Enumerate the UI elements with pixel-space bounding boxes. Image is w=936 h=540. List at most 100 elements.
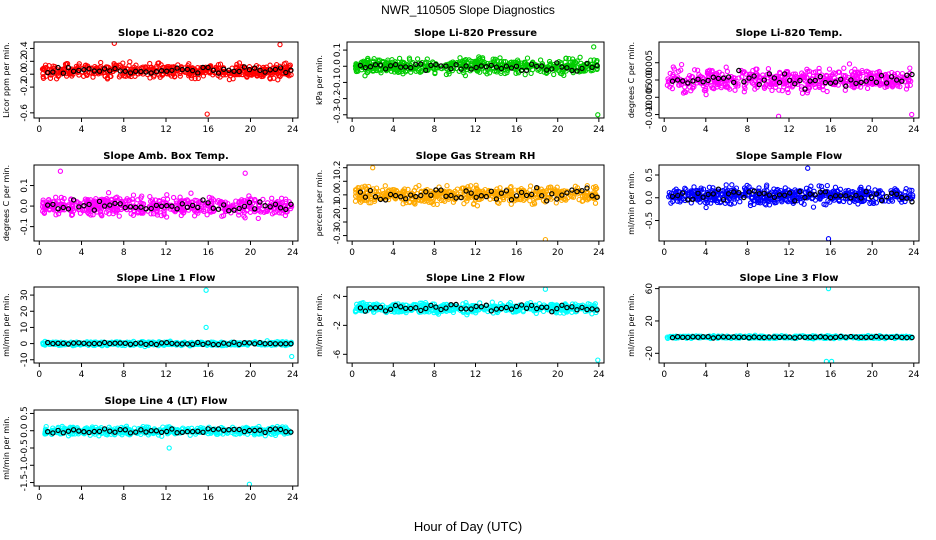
data-point [849, 83, 855, 90]
data-point [428, 307, 435, 313]
data-point [548, 184, 554, 190]
panel-title: Slope Line 2 Flow [426, 273, 525, 284]
mean-point [549, 66, 555, 72]
mean-point [143, 69, 149, 75]
mean-point [725, 74, 732, 80]
mean-point [127, 204, 134, 210]
data-point [41, 209, 47, 215]
plot-frame [346, 286, 605, 364]
data-point [287, 62, 293, 68]
mean-point [50, 69, 56, 75]
data-point [223, 208, 229, 215]
data-point [121, 73, 127, 79]
y-tick-label: 0.005 [645, 50, 655, 76]
data-point [193, 209, 200, 215]
mean-point [463, 188, 469, 194]
data-point [556, 65, 563, 71]
data-point [729, 182, 735, 188]
data-point [102, 73, 108, 79]
mean-point [372, 305, 379, 311]
data-point [708, 82, 714, 89]
x-tick-label: 24 [287, 248, 299, 258]
data-point [417, 300, 423, 306]
data-point [89, 340, 95, 347]
mean-point [843, 193, 849, 199]
y-tick-label: 2 [333, 294, 343, 300]
mean-point [257, 67, 263, 74]
outlier-point [909, 111, 915, 118]
x-tick-label: 24 [593, 248, 605, 258]
mean-point [746, 189, 752, 195]
y-tick-label: -0.1 [333, 74, 343, 92]
data-point [424, 56, 430, 62]
data-point [810, 204, 817, 210]
data-point [894, 79, 900, 86]
y-axis-label: ml/min per min. [627, 171, 636, 235]
data-point [492, 56, 498, 62]
mean-point [518, 189, 525, 196]
mean-point [832, 193, 839, 199]
mean-point [138, 204, 144, 210]
mean-point [904, 72, 910, 79]
data-point [392, 195, 398, 201]
data-point [382, 183, 388, 189]
data-point [400, 188, 406, 195]
mean-point [878, 72, 885, 79]
data-point [123, 198, 129, 204]
data-point [114, 206, 120, 212]
mean-point [169, 203, 175, 209]
mean-point [594, 307, 600, 313]
data-point [150, 201, 157, 207]
mean-point [65, 341, 72, 347]
mean-point [70, 340, 77, 346]
data-point [422, 64, 428, 70]
data-point [496, 200, 502, 206]
mean-point [448, 302, 454, 308]
mean-point [523, 67, 530, 74]
mean-point [107, 68, 113, 74]
mean-point [720, 197, 727, 203]
data-point [42, 62, 49, 68]
y-tick-label: 0.2 [20, 54, 30, 68]
x-tick-label: 16 [825, 248, 837, 258]
mean-point [797, 188, 803, 195]
mean-point [127, 341, 134, 347]
data-point [678, 61, 685, 68]
data-point [261, 209, 267, 215]
data-point [811, 69, 817, 76]
mean-point [669, 78, 676, 84]
data-point [851, 198, 858, 204]
data-point [732, 87, 738, 93]
mean-point [362, 308, 369, 314]
data-point [579, 67, 585, 74]
mean-point [539, 304, 545, 310]
data-point [380, 58, 387, 65]
data-point [368, 200, 374, 206]
mean-point [153, 341, 160, 348]
mean-point [695, 190, 701, 196]
mean-point [143, 206, 149, 212]
data-point [841, 65, 847, 71]
data-point [130, 192, 137, 198]
data-point [98, 211, 104, 217]
mean-point [715, 186, 722, 192]
data-point [363, 185, 369, 191]
mean-point [594, 62, 600, 69]
data-point [242, 215, 248, 221]
data-point [584, 183, 590, 189]
mean-point [96, 198, 103, 205]
mean-point [362, 64, 369, 71]
mean-point [60, 204, 67, 211]
mean-point [288, 341, 294, 347]
data-points [352, 44, 601, 118]
data-point [366, 200, 372, 206]
mean-point [392, 192, 399, 199]
data-point [508, 59, 515, 65]
data-point [116, 213, 122, 219]
data-point [220, 212, 227, 219]
data-point [858, 187, 864, 193]
x-tick-label: 16 [203, 248, 215, 258]
y-tick-label: -0.5 [645, 212, 655, 230]
y-tick-label: 10 [20, 321, 30, 333]
mean-point [45, 202, 51, 208]
